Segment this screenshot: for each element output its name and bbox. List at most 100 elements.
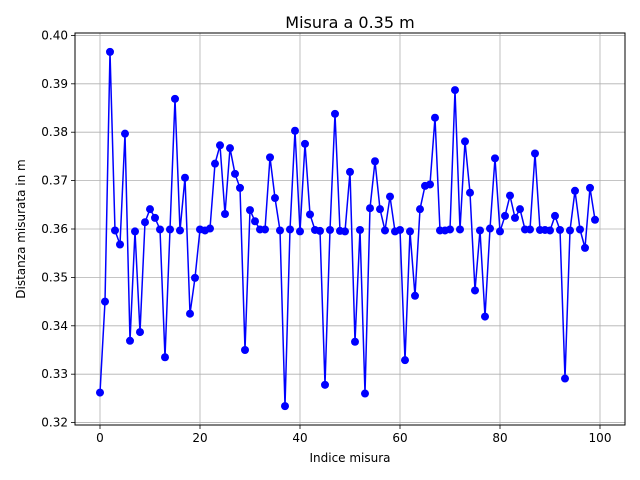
- data-point: [331, 109, 339, 118]
- data-point: [151, 213, 159, 222]
- data-point: [166, 225, 174, 234]
- data-point: [366, 204, 374, 213]
- data-point: [486, 224, 494, 233]
- data-point: [236, 183, 244, 192]
- data-point: [121, 129, 129, 138]
- data-point: [451, 86, 459, 95]
- data-point: [206, 224, 214, 233]
- data-point: [461, 137, 469, 146]
- data-point: [176, 226, 184, 235]
- y-axis-label: Distanza misurata in m: [14, 159, 28, 298]
- data-point: [216, 141, 224, 150]
- data-point: [221, 209, 229, 218]
- data-point: [276, 226, 284, 235]
- data-point: [566, 226, 574, 235]
- data-point: [146, 205, 154, 214]
- data-point: [491, 154, 499, 163]
- data-point: [131, 227, 139, 236]
- data-point: [291, 126, 299, 135]
- data-point: [516, 205, 524, 214]
- data-point: [371, 157, 379, 166]
- chart-title: Misura a 0.35 m: [285, 13, 414, 32]
- data-point: [186, 309, 194, 318]
- data-point: [466, 188, 474, 197]
- y-tick-label: 0.33: [41, 367, 68, 381]
- data-point: [551, 211, 559, 220]
- data-point: [526, 225, 534, 234]
- data-point: [556, 225, 564, 234]
- data-point: [501, 211, 509, 220]
- y-tick-label: 0.36: [41, 222, 68, 236]
- series-line: [99, 51, 596, 407]
- data-point: [271, 194, 279, 203]
- data-point: [481, 312, 489, 321]
- data-point: [416, 205, 424, 214]
- data-point: [141, 218, 149, 227]
- data-point: [476, 226, 484, 235]
- data-point: [571, 186, 579, 195]
- data-point: [386, 192, 394, 201]
- data-point: [96, 388, 104, 397]
- data-point: [341, 227, 349, 236]
- data-point: [591, 215, 599, 224]
- data-point: [106, 47, 114, 56]
- data-point: [116, 240, 124, 249]
- data-point: [396, 225, 404, 234]
- data-point: [471, 286, 479, 295]
- data-point: [456, 225, 464, 234]
- data-point: [576, 225, 584, 234]
- y-tick-label: 0.35: [41, 270, 68, 284]
- data-point: [226, 144, 234, 153]
- y-tick-label: 0.39: [41, 77, 68, 91]
- data-point: [251, 217, 259, 226]
- data-point: [496, 227, 504, 236]
- data-point: [431, 113, 439, 122]
- data-point: [136, 328, 144, 337]
- data-point: [511, 213, 519, 222]
- series-layer: [96, 47, 599, 411]
- data-point: [191, 273, 199, 282]
- data-point: [401, 356, 409, 365]
- x-axis-label: Indice misura: [309, 451, 390, 465]
- data-point: [181, 173, 189, 182]
- data-point: [101, 297, 109, 306]
- data-point: [376, 205, 384, 214]
- data-point: [381, 226, 389, 235]
- y-tick-label: 0.37: [41, 174, 68, 188]
- x-tick-label: 0: [96, 431, 104, 445]
- data-point: [266, 153, 274, 162]
- data-point: [171, 94, 179, 103]
- data-point: [301, 139, 309, 148]
- x-tick-label: 100: [589, 431, 612, 445]
- data-point: [546, 226, 554, 235]
- x-axis-ticks: 0 20 40 60 80 100: [96, 425, 611, 445]
- y-tick-label: 0.34: [41, 319, 68, 333]
- data-point: [561, 374, 569, 383]
- data-point: [316, 226, 324, 235]
- data-point: [156, 225, 164, 234]
- data-point: [411, 291, 419, 300]
- data-point: [531, 149, 539, 158]
- y-tick-label: 0.32: [41, 416, 68, 430]
- data-point: [406, 227, 414, 236]
- data-point: [241, 345, 249, 354]
- data-point: [426, 180, 434, 189]
- data-point: [261, 225, 269, 234]
- data-point: [586, 183, 594, 192]
- data-point: [281, 402, 289, 411]
- data-point: [321, 380, 329, 389]
- x-tick-label: 60: [392, 431, 407, 445]
- data-point: [351, 337, 359, 346]
- data-point: [581, 243, 589, 252]
- data-point: [361, 389, 369, 398]
- data-point: [326, 225, 334, 234]
- data-point: [211, 159, 219, 168]
- y-tick-label: 0.38: [41, 125, 68, 139]
- data-point: [356, 225, 364, 234]
- data-point: [246, 206, 254, 215]
- y-axis-ticks: 0.32 0.33 0.34 0.35 0.36 0.37 0.38 0.39 0.40: [41, 28, 75, 430]
- data-point: [446, 225, 454, 234]
- data-point: [161, 353, 169, 362]
- data-point: [346, 167, 354, 176]
